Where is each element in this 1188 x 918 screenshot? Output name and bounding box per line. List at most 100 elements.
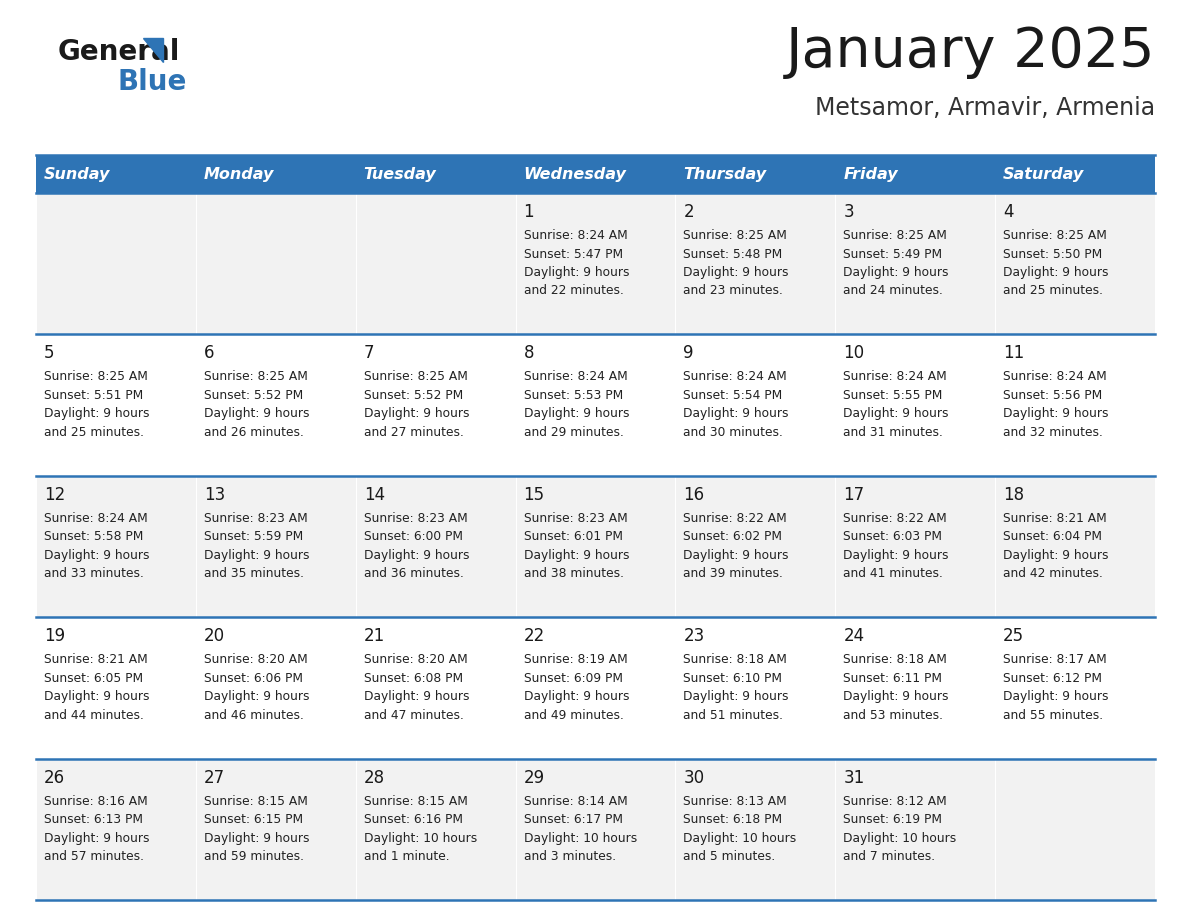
Text: General: General	[58, 38, 181, 66]
Bar	[835, 617, 996, 758]
Text: Sunrise: 8:24 AM: Sunrise: 8:24 AM	[1003, 370, 1107, 384]
Text: 8: 8	[524, 344, 535, 363]
Bar	[996, 617, 1155, 758]
Text: Sunrise: 8:25 AM: Sunrise: 8:25 AM	[44, 370, 147, 384]
Text: Sunrise: 8:25 AM: Sunrise: 8:25 AM	[843, 229, 947, 242]
Text: Blue: Blue	[118, 68, 188, 96]
Text: Sunrise: 8:19 AM: Sunrise: 8:19 AM	[524, 654, 627, 666]
Text: 12: 12	[44, 486, 65, 504]
Bar	[355, 617, 516, 758]
Bar	[355, 155, 516, 193]
Text: Daylight: 9 hours: Daylight: 9 hours	[843, 408, 949, 420]
Text: Sunset: 5:50 PM: Sunset: 5:50 PM	[1003, 248, 1102, 261]
Text: 25: 25	[1003, 627, 1024, 645]
Bar	[36, 476, 196, 617]
Bar	[196, 476, 355, 617]
Text: Daylight: 9 hours: Daylight: 9 hours	[683, 266, 789, 279]
Text: Sunset: 6:19 PM: Sunset: 6:19 PM	[843, 813, 942, 826]
Bar	[516, 334, 676, 476]
Text: Wednesday: Wednesday	[524, 166, 626, 182]
Text: and 5 minutes.: and 5 minutes.	[683, 850, 776, 863]
Bar	[36, 155, 196, 193]
Bar	[676, 334, 835, 476]
Text: 1: 1	[524, 203, 535, 221]
Text: and 36 minutes.: and 36 minutes.	[364, 567, 463, 580]
Bar	[516, 758, 676, 900]
Text: 13: 13	[204, 486, 225, 504]
Bar	[996, 334, 1155, 476]
Text: Sunset: 6:04 PM: Sunset: 6:04 PM	[1003, 531, 1102, 543]
Text: 28: 28	[364, 768, 385, 787]
Text: Daylight: 9 hours: Daylight: 9 hours	[364, 549, 469, 562]
Text: Sunrise: 8:18 AM: Sunrise: 8:18 AM	[683, 654, 788, 666]
Text: 24: 24	[843, 627, 865, 645]
Text: Daylight: 9 hours: Daylight: 9 hours	[204, 832, 309, 845]
Text: Daylight: 9 hours: Daylight: 9 hours	[843, 549, 949, 562]
Text: Saturday: Saturday	[1003, 166, 1085, 182]
Bar	[355, 193, 516, 334]
Bar	[676, 155, 835, 193]
Text: 23: 23	[683, 627, 704, 645]
Text: 22: 22	[524, 627, 545, 645]
Text: and 42 minutes.: and 42 minutes.	[1003, 567, 1102, 580]
Text: Sunrise: 8:13 AM: Sunrise: 8:13 AM	[683, 795, 788, 808]
Text: and 33 minutes.: and 33 minutes.	[44, 567, 144, 580]
Bar	[516, 193, 676, 334]
Text: Sunrise: 8:25 AM: Sunrise: 8:25 AM	[1003, 229, 1107, 242]
Text: 27: 27	[204, 768, 225, 787]
Text: Sunrise: 8:22 AM: Sunrise: 8:22 AM	[843, 512, 947, 525]
Text: and 39 minutes.: and 39 minutes.	[683, 567, 783, 580]
Text: Daylight: 10 hours: Daylight: 10 hours	[683, 832, 797, 845]
Text: Sunset: 5:54 PM: Sunset: 5:54 PM	[683, 389, 783, 402]
Bar	[196, 617, 355, 758]
Text: Monday: Monday	[204, 166, 274, 182]
Bar	[516, 476, 676, 617]
Text: 20: 20	[204, 627, 225, 645]
Bar	[355, 476, 516, 617]
Text: Sunset: 6:17 PM: Sunset: 6:17 PM	[524, 813, 623, 826]
Bar	[835, 758, 996, 900]
Bar	[196, 193, 355, 334]
Text: and 38 minutes.: and 38 minutes.	[524, 567, 624, 580]
Text: Daylight: 9 hours: Daylight: 9 hours	[1003, 690, 1108, 703]
Bar	[196, 334, 355, 476]
Text: and 25 minutes.: and 25 minutes.	[1003, 285, 1104, 297]
Text: Daylight: 10 hours: Daylight: 10 hours	[843, 832, 956, 845]
Text: Sunrise: 8:25 AM: Sunrise: 8:25 AM	[204, 370, 308, 384]
Text: 9: 9	[683, 344, 694, 363]
Text: and 49 minutes.: and 49 minutes.	[524, 709, 624, 722]
Text: Daylight: 9 hours: Daylight: 9 hours	[524, 690, 630, 703]
Text: Sunrise: 8:12 AM: Sunrise: 8:12 AM	[843, 795, 947, 808]
Text: 30: 30	[683, 768, 704, 787]
Text: Sunset: 6:16 PM: Sunset: 6:16 PM	[364, 813, 462, 826]
Text: 5: 5	[44, 344, 55, 363]
Text: and 35 minutes.: and 35 minutes.	[204, 567, 304, 580]
Bar	[835, 476, 996, 617]
Text: Sunset: 5:56 PM: Sunset: 5:56 PM	[1003, 389, 1102, 402]
Text: Sunrise: 8:21 AM: Sunrise: 8:21 AM	[44, 654, 147, 666]
Bar	[516, 155, 676, 193]
Text: Sunday: Sunday	[44, 166, 110, 182]
Text: Daylight: 9 hours: Daylight: 9 hours	[524, 408, 630, 420]
Text: Sunset: 6:01 PM: Sunset: 6:01 PM	[524, 531, 623, 543]
Bar	[676, 193, 835, 334]
Text: and 57 minutes.: and 57 minutes.	[44, 850, 144, 863]
Text: 6: 6	[204, 344, 214, 363]
Text: Daylight: 9 hours: Daylight: 9 hours	[683, 549, 789, 562]
Text: January 2025: January 2025	[785, 25, 1155, 79]
Text: Sunrise: 8:25 AM: Sunrise: 8:25 AM	[364, 370, 468, 384]
Text: Sunrise: 8:21 AM: Sunrise: 8:21 AM	[1003, 512, 1107, 525]
Text: Sunrise: 8:23 AM: Sunrise: 8:23 AM	[364, 512, 467, 525]
Text: Daylight: 9 hours: Daylight: 9 hours	[1003, 549, 1108, 562]
Text: Sunset: 6:03 PM: Sunset: 6:03 PM	[843, 531, 942, 543]
Text: Sunset: 6:02 PM: Sunset: 6:02 PM	[683, 531, 783, 543]
Text: and 23 minutes.: and 23 minutes.	[683, 285, 783, 297]
Text: Sunset: 5:52 PM: Sunset: 5:52 PM	[204, 389, 303, 402]
Text: Daylight: 9 hours: Daylight: 9 hours	[204, 408, 309, 420]
Text: Sunrise: 8:24 AM: Sunrise: 8:24 AM	[843, 370, 947, 384]
Text: Sunrise: 8:20 AM: Sunrise: 8:20 AM	[364, 654, 467, 666]
Polygon shape	[143, 38, 163, 62]
Text: Sunrise: 8:18 AM: Sunrise: 8:18 AM	[843, 654, 947, 666]
Text: 15: 15	[524, 486, 544, 504]
Text: 19: 19	[44, 627, 65, 645]
